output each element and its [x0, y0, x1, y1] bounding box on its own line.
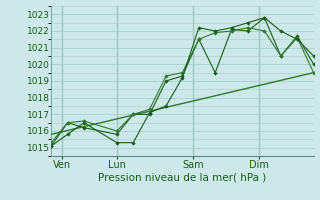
X-axis label: Pression niveau de la mer( hPa ): Pression niveau de la mer( hPa )	[98, 173, 267, 183]
